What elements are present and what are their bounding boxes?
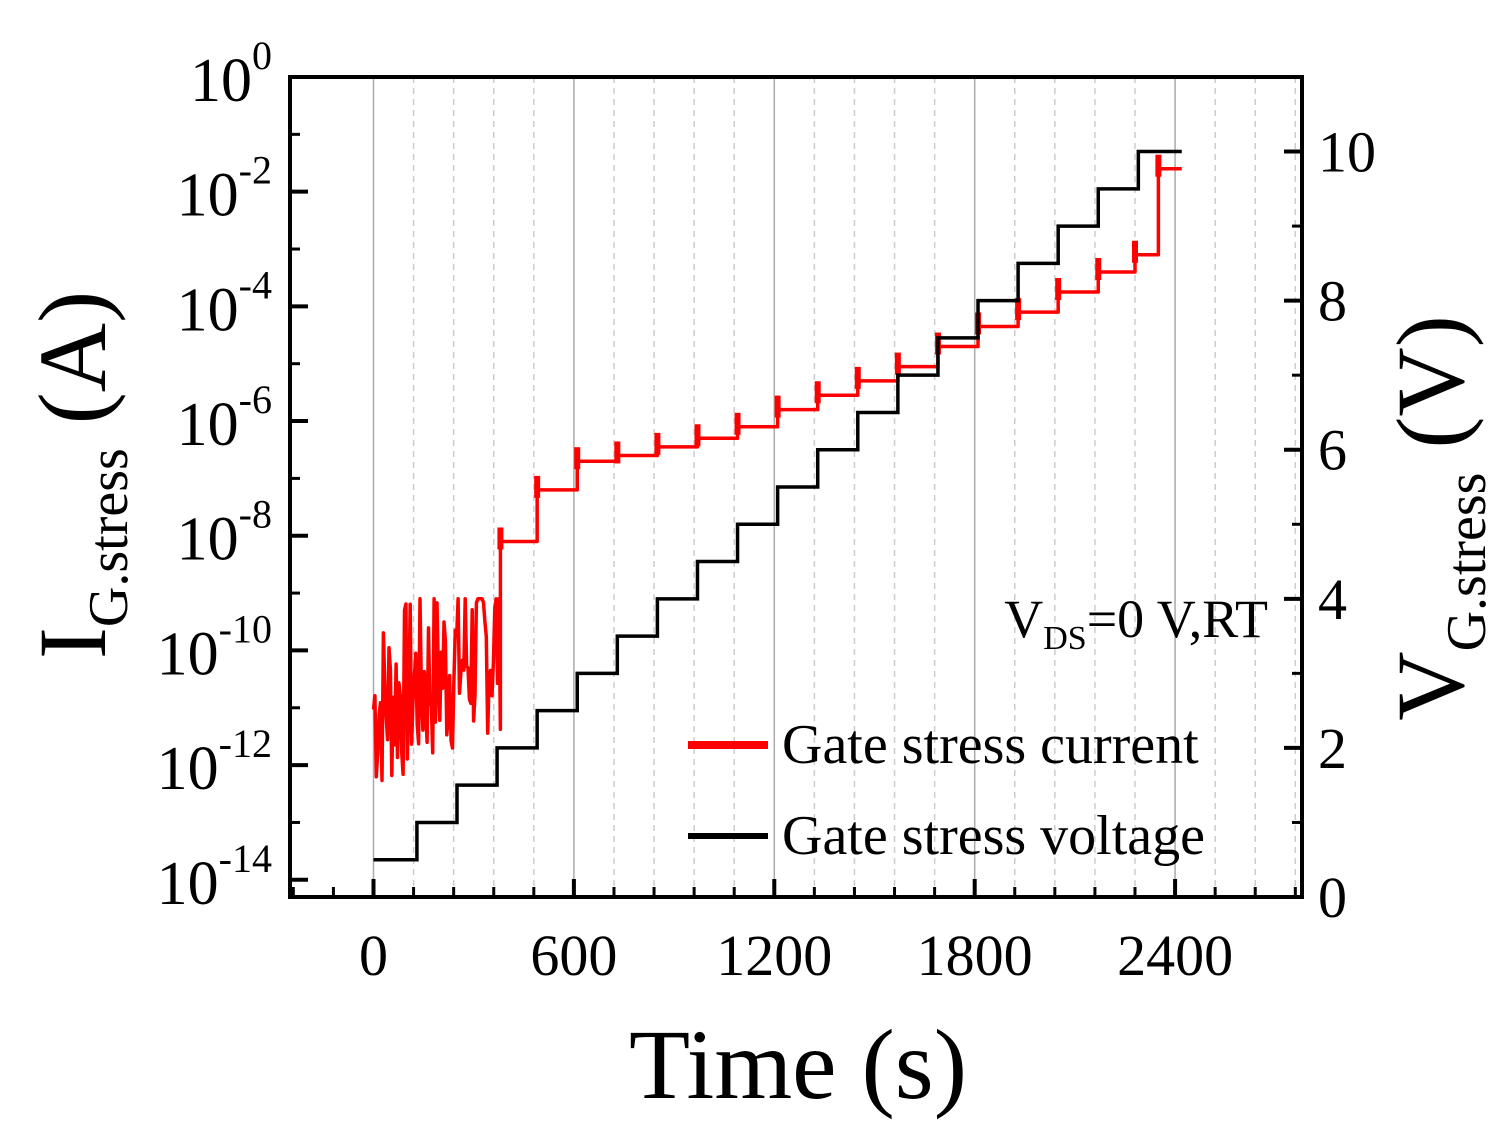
left-tick-exponent: -2 — [239, 148, 272, 193]
current-step-burst — [1055, 278, 1062, 301]
left-tick-base: 10 — [157, 850, 219, 918]
right-tick-label: 2 — [1318, 716, 1347, 781]
left-tick-base: 10 — [190, 47, 252, 115]
right-axis-ticks: 0 2 4 6 8 10 — [1284, 120, 1376, 930]
legend-label-current: Gate stress current — [782, 714, 1199, 776]
x-tick-label: 1200 — [716, 923, 832, 988]
right-tick-label: 8 — [1318, 269, 1347, 334]
svg-text:IG.stress (A): IG.stress (A) — [19, 291, 140, 659]
current-line — [371, 166, 1182, 783]
current-step-burst — [1095, 257, 1102, 280]
legend-label-voltage: Gate stress voltage — [782, 805, 1205, 867]
left-tick-exponent: -12 — [219, 721, 272, 766]
x-tick-label: 2400 — [1117, 923, 1233, 988]
current-step-burst — [894, 352, 901, 375]
left-axis-label-main: I — [19, 627, 126, 659]
left-tick-exponent: 0 — [252, 33, 272, 78]
left-tick-base: 10 — [157, 735, 219, 803]
current-step-burst — [1155, 154, 1162, 177]
right-tick-label: 10 — [1318, 120, 1376, 185]
left-tick-exponent: -4 — [239, 262, 272, 307]
right-tick-label: 6 — [1318, 418, 1347, 483]
left-tick-label: 10-10 — [157, 606, 272, 688]
left-tick-label: 10-14 — [157, 836, 272, 918]
current-step-burst — [574, 447, 581, 470]
left-tick-exponent: -14 — [219, 836, 272, 881]
plot-frame — [288, 75, 1304, 899]
left-axis-label-unit: (A) — [19, 291, 126, 448]
current-step-burst — [497, 527, 504, 550]
left-tick-exponent: -6 — [239, 377, 272, 422]
grid-lines — [372, 77, 1297, 897]
left-tick-label: 10-2 — [177, 148, 272, 230]
x-tick-label: 600 — [530, 923, 617, 988]
current-step-burst — [854, 366, 861, 389]
left-tick-label: 10-4 — [177, 262, 272, 344]
voltage-line — [373, 149, 1182, 862]
current-step-burst — [774, 395, 781, 418]
left-axis-label: IG.stress (A) — [19, 291, 140, 659]
current-step-burst — [614, 441, 621, 464]
x-axis-label: Time (s) — [629, 1009, 967, 1120]
right-tick-label: 0 — [1318, 865, 1347, 930]
current-step-burst — [534, 475, 541, 498]
series-gate-stress-voltage — [373, 149, 1182, 862]
x-tick-label: 0 — [359, 923, 388, 988]
annotation-sub: DS — [1043, 620, 1086, 657]
current-step-burst — [814, 381, 821, 404]
annotation-main: V — [1004, 589, 1043, 649]
right-axis-label-sub: G.stress — [1436, 473, 1498, 652]
right-axis-label-unit: (V) — [1377, 315, 1484, 472]
right-tick-label: 4 — [1318, 567, 1347, 632]
left-axis-label-sub: G.stress — [78, 448, 140, 627]
right-axis-label: VG.stress (V) — [1377, 315, 1498, 720]
current-step-burst — [734, 412, 741, 435]
current-step-burst — [694, 424, 701, 447]
legend: Gate stress current Gate stress voltage — [688, 714, 1205, 867]
current-step-burst — [1015, 298, 1022, 321]
right-axis-label-main: V — [1377, 651, 1484, 720]
series-gate-stress-current — [371, 154, 1182, 783]
left-tick-base: 10 — [177, 276, 239, 344]
left-tick-base: 10 — [157, 620, 219, 688]
left-tick-exponent: -10 — [219, 606, 272, 651]
annotation-rest: =0 V,RT — [1087, 589, 1268, 649]
current-step-burst — [654, 432, 661, 455]
left-tick-base: 10 — [177, 391, 239, 459]
annotation: VDS=0 V,RT — [1004, 589, 1268, 657]
svg-text:VG.stress (V): VG.stress (V) — [1377, 315, 1498, 720]
left-tick-label: 10-6 — [177, 377, 272, 459]
left-tick-label: 10-12 — [157, 721, 272, 803]
x-tick-label: 1800 — [917, 923, 1033, 988]
left-tick-base: 10 — [177, 506, 239, 574]
left-tick-exponent: -8 — [239, 492, 272, 537]
left-tick-base: 10 — [177, 162, 239, 230]
left-tick-label: 10-8 — [177, 492, 272, 574]
x-axis-ticks: 0 600 1200 1800 2400 — [359, 879, 1233, 988]
left-tick-label: 100 — [190, 33, 272, 115]
current-step-burst — [1132, 240, 1139, 263]
